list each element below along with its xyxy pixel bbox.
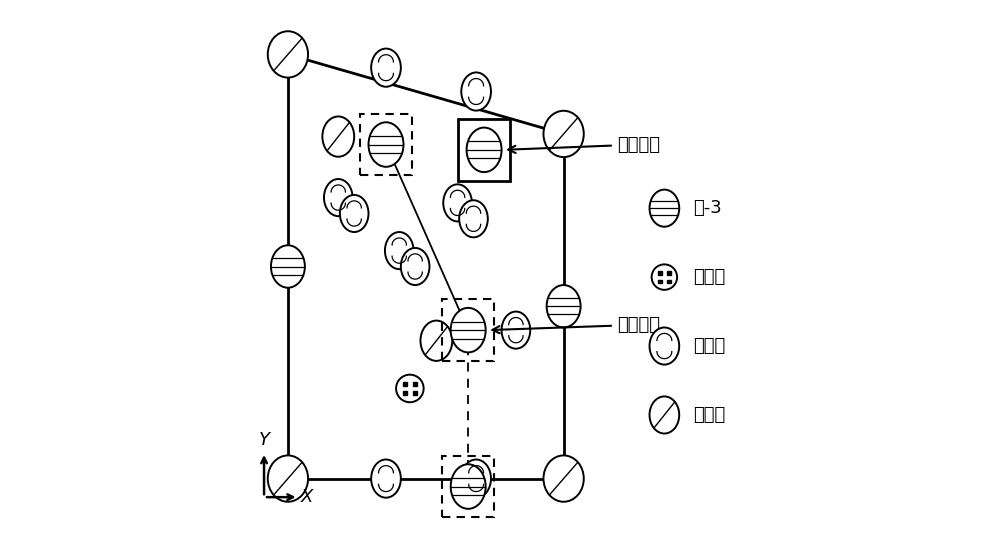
Ellipse shape [502, 312, 530, 349]
Bar [360, 114, 412, 175]
Ellipse shape [268, 455, 308, 502]
Bar [658, 271, 662, 274]
Ellipse shape [385, 232, 414, 269]
Text: X: X [301, 488, 314, 506]
Ellipse shape [459, 200, 488, 237]
Circle shape [652, 264, 677, 290]
Ellipse shape [461, 459, 491, 498]
Bar [458, 119, 510, 181]
Ellipse shape [322, 116, 354, 157]
Circle shape [396, 375, 424, 402]
Ellipse shape [467, 127, 502, 172]
Text: 錢原子: 錢原子 [694, 406, 726, 424]
Bar [667, 280, 671, 284]
Ellipse shape [451, 308, 486, 352]
Text: 原子间隙: 原子间隙 [508, 135, 660, 154]
Ellipse shape [650, 190, 679, 227]
Ellipse shape [324, 179, 353, 216]
Bar [442, 300, 494, 361]
Ellipse shape [371, 49, 401, 87]
Bar [413, 382, 417, 386]
Ellipse shape [461, 72, 491, 111]
Text: Y: Y [259, 431, 270, 449]
Ellipse shape [420, 320, 452, 361]
Bar [403, 391, 407, 395]
Ellipse shape [451, 464, 486, 509]
Text: 氯-3: 氯-3 [694, 199, 722, 217]
Bar [658, 280, 662, 284]
Ellipse shape [543, 455, 584, 502]
Ellipse shape [271, 245, 305, 288]
Ellipse shape [268, 31, 308, 78]
Ellipse shape [401, 248, 429, 285]
Ellipse shape [547, 285, 581, 327]
Bar [667, 271, 671, 274]
Text: 鐵原子: 鐵原子 [694, 268, 726, 286]
Bar [403, 382, 407, 386]
Ellipse shape [650, 397, 679, 433]
Ellipse shape [650, 327, 679, 365]
Ellipse shape [543, 111, 584, 157]
Text: 晶体空位: 晶体空位 [492, 316, 660, 334]
Bar [413, 391, 417, 395]
Text: 氧原子: 氧原子 [694, 337, 726, 355]
Ellipse shape [340, 195, 369, 232]
Bar [442, 456, 494, 518]
Ellipse shape [443, 184, 472, 221]
Ellipse shape [371, 459, 401, 498]
Ellipse shape [369, 122, 403, 167]
